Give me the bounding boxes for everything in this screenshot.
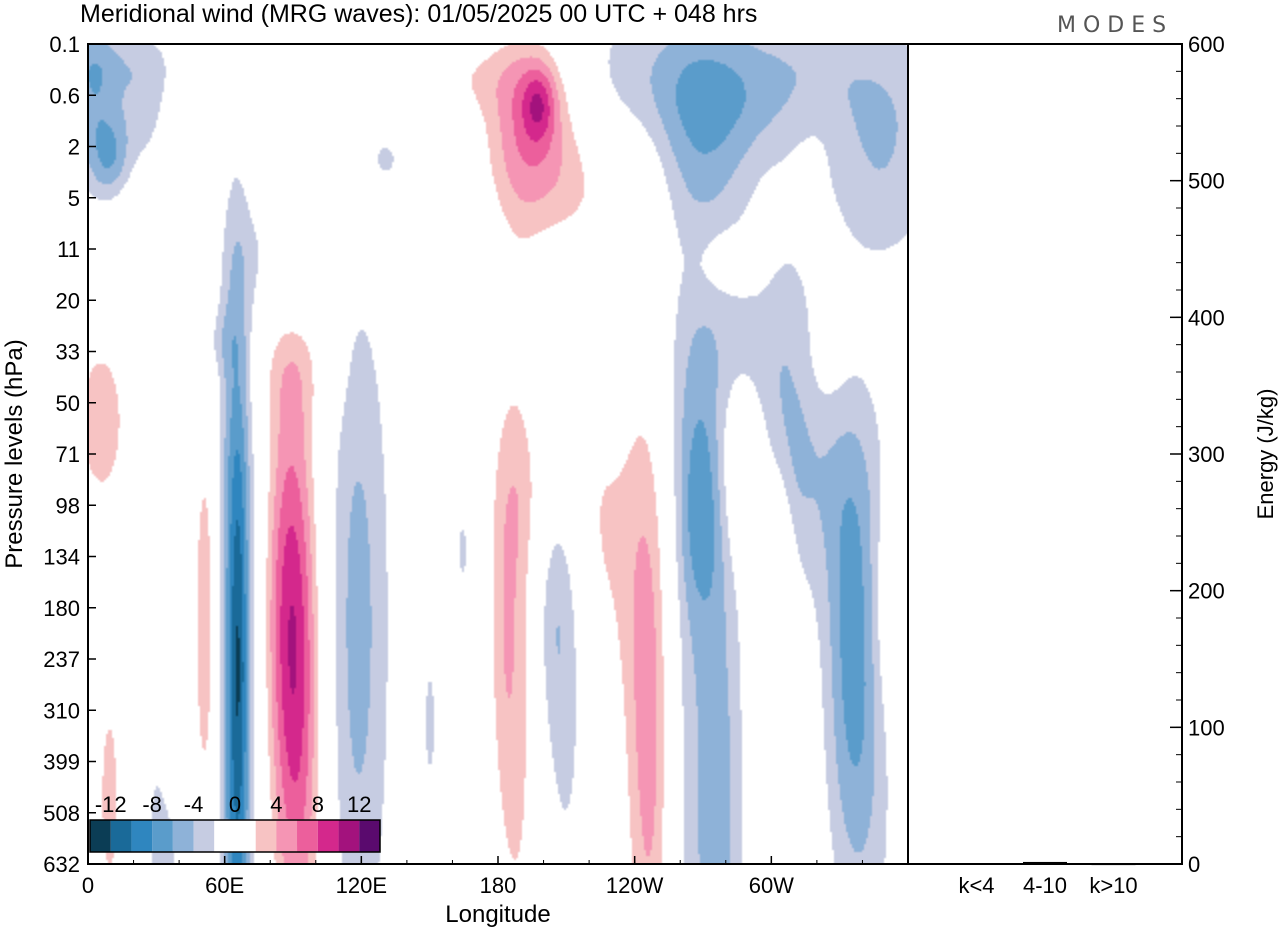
colorbar-label: 8 — [312, 792, 324, 817]
colorbar-swatch — [297, 820, 318, 852]
y-tick-label: 237 — [43, 647, 80, 672]
colorbar-swatch — [152, 820, 173, 852]
y-tick-label: 98 — [56, 493, 80, 518]
y-tick-label: 5 — [68, 186, 80, 211]
colorbar-label: -8 — [142, 792, 162, 817]
y-tick-label: 134 — [43, 545, 80, 570]
colorbar-swatch — [338, 820, 360, 852]
colorbar-swatch — [276, 820, 298, 852]
energy-bars — [954, 861, 1136, 866]
x-axis: 0 60E 120E 180 120W 60W — [82, 856, 909, 898]
energy-tick-label: 0 — [1188, 852, 1200, 877]
colorbar-swatch — [214, 820, 235, 852]
colorbar-label: 0 — [229, 792, 241, 817]
colorbar-swatch — [193, 820, 215, 852]
colorbar-legend: -12 -8 -4 0 4 8 12 — [89, 792, 381, 853]
energy-bar — [1023, 861, 1067, 864]
x-tick-label: 0 — [82, 873, 94, 898]
energy-tick-label: 300 — [1188, 442, 1225, 467]
energy-bar — [1091, 863, 1136, 866]
y-tick-label: 632 — [43, 852, 80, 877]
energy-category-label: 4-10 — [1023, 873, 1067, 898]
colorbar-frame — [89, 819, 381, 853]
chart-title: Meridional wind (MRG waves): 01/05/2025 … — [80, 0, 757, 28]
energy-category-label: k<4 — [958, 873, 994, 898]
energy-tick-label: 400 — [1188, 305, 1225, 330]
energy-axis-label: Energy (J/kg) — [1253, 389, 1278, 520]
colorbar-label: 4 — [270, 792, 282, 817]
energy-tick-label: 200 — [1188, 579, 1225, 604]
energy-plot-frame — [907, 43, 1183, 865]
y-axis-left: 0.1 0.6 2 5 11 20 33 50 71 98 134 180 237 310 399 508 63… — [43, 32, 96, 877]
colorbar-swatch — [90, 820, 111, 852]
colorbar-label: 12 — [347, 792, 371, 817]
colorbar-swatch — [359, 820, 380, 852]
x-tick-label: 180 — [480, 873, 517, 898]
colorbar-label: -4 — [184, 792, 204, 817]
y-tick-label: 20 — [56, 288, 80, 313]
x-tick-label: 120E — [336, 873, 387, 898]
energy-category-label: k>10 — [1089, 873, 1137, 898]
x-tick-label: 60E — [205, 873, 244, 898]
contour-field — [88, 44, 908, 864]
colorbar-swatch — [131, 820, 153, 852]
brand-logo-text: MODES — [1057, 13, 1173, 38]
energy-tick-label: 100 — [1188, 715, 1225, 740]
energy-categories: k<4 4-10 k>10 — [958, 873, 1137, 898]
colorbar-swatch — [110, 820, 132, 852]
y-tick-label: 399 — [43, 750, 80, 775]
y-tick-label: 2 — [68, 135, 80, 160]
energy-tick-label: 500 — [1188, 169, 1225, 194]
colorbar-swatch — [172, 820, 194, 852]
y-tick-label: 33 — [56, 340, 80, 365]
y-axis-label: Pressure levels (hPa) — [1, 339, 28, 568]
y-tick-label: 11 — [57, 237, 80, 262]
x-tick-label: 60W — [749, 873, 794, 898]
y-tick-label: 180 — [43, 596, 80, 621]
y-tick-label: 0.6 — [49, 83, 80, 108]
energy-bar — [954, 863, 999, 865]
contour-field-image — [88, 44, 908, 864]
y-tick-label: 0.1 — [49, 32, 80, 57]
colorbar-swatch — [317, 820, 339, 852]
colorbar-swatch — [235, 820, 256, 852]
colorbar-swatch — [255, 820, 277, 852]
y-tick-label: 310 — [43, 698, 80, 723]
energy-tick-label: 600 — [1188, 32, 1225, 57]
energy-axis: 0 100 200 300 400 500 600 — [1170, 32, 1225, 877]
x-tick-label: 120W — [606, 873, 664, 898]
y-tick-label: 50 — [56, 391, 80, 416]
y-tick-label: 71 — [56, 442, 80, 467]
colorbar-label: -12 — [95, 792, 127, 817]
x-axis-label: Longitude — [445, 901, 550, 928]
y-tick-label: 508 — [43, 801, 80, 826]
